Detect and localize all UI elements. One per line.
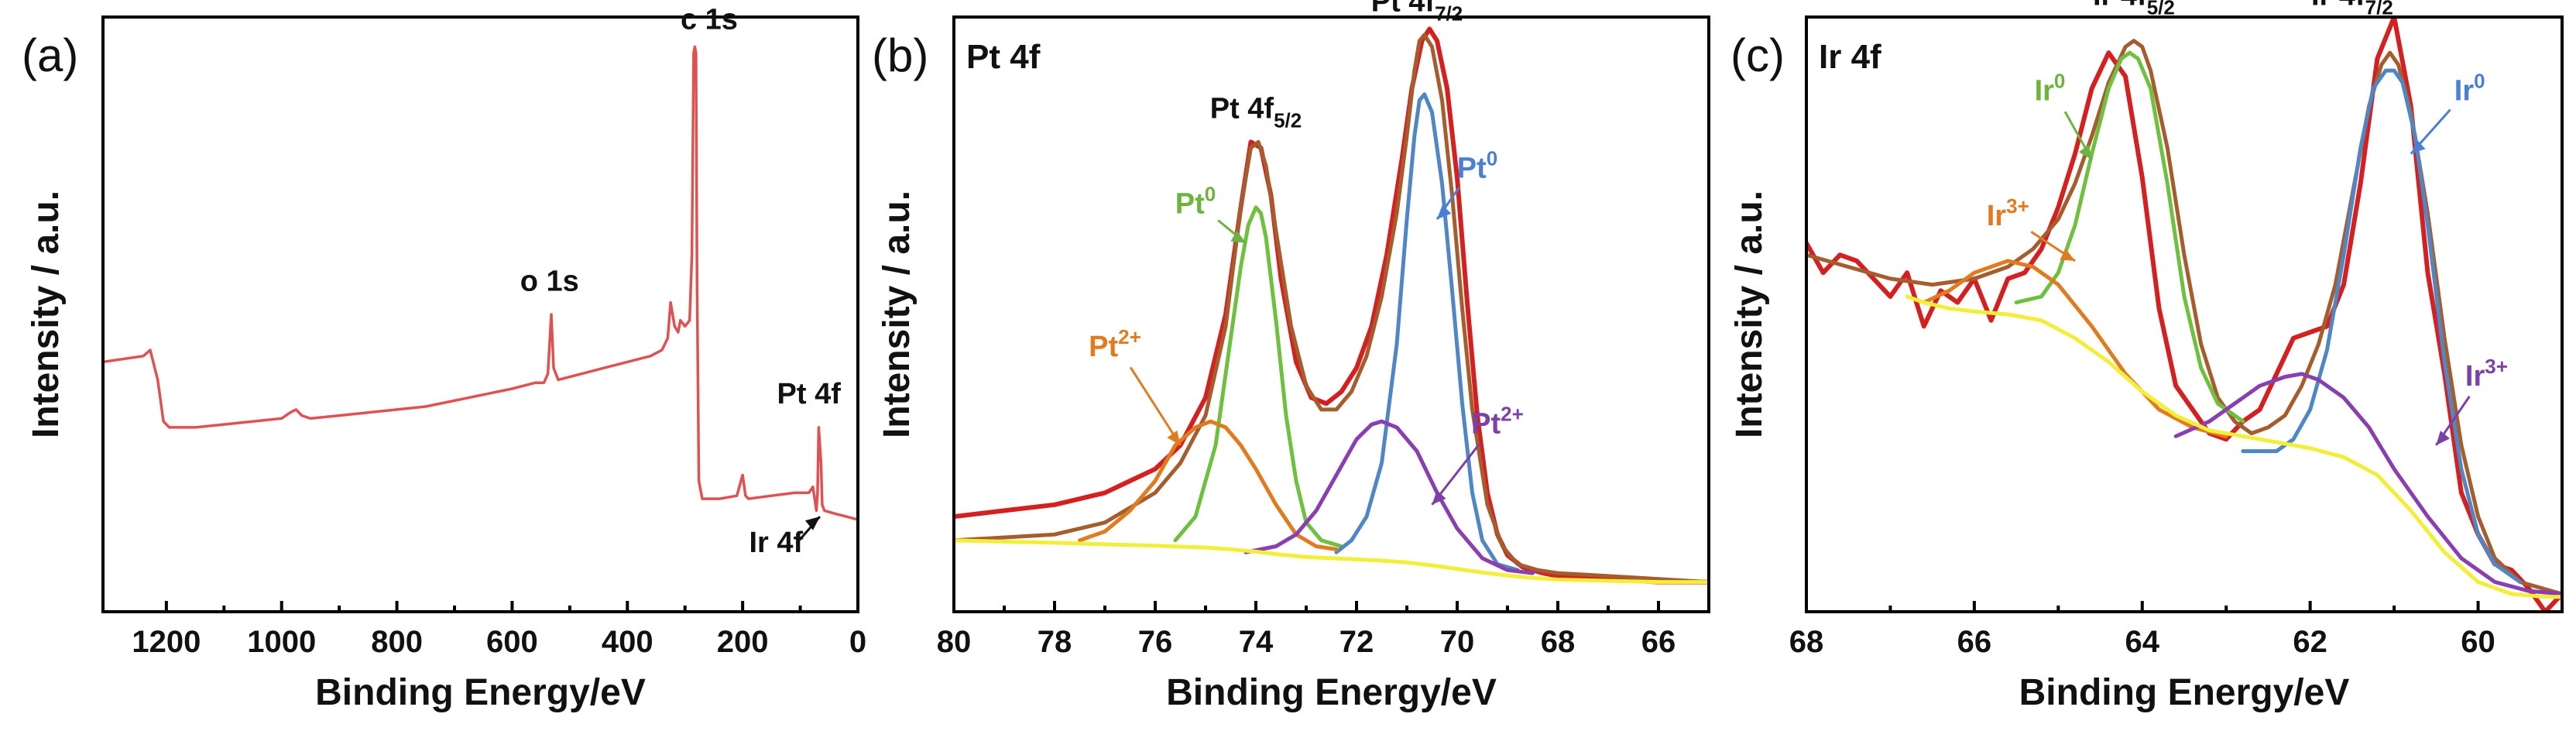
series-line-ir0-4f5-2 xyxy=(2241,68,2523,585)
panel-c: 68 66 64 62 60 Binding Energy/eV Intensity / a… xyxy=(1729,0,2564,713)
panel-title: Ir 4f xyxy=(1819,38,1881,76)
panel-title: Pt 4f xyxy=(966,38,1041,76)
series-group xyxy=(103,45,858,521)
panel-a: 1200 1000 800 600 400 200 0 Binding Energy/eV In… xyxy=(22,3,866,713)
peak-annotation: Pt2+ xyxy=(1089,325,1141,363)
x-axis-label: Binding Energy/eV xyxy=(2019,672,2350,713)
annotation-arrowhead xyxy=(2436,431,2451,445)
peak-annotation: Ir3+ xyxy=(2465,355,2508,393)
peak-annotation: Pt0 xyxy=(1457,146,1497,184)
x-tick-label: 78 xyxy=(1038,625,1072,659)
peak-annotation: Pt2+ xyxy=(1471,403,1524,441)
x-tick-label: 72 xyxy=(1339,625,1374,659)
x-tick-label: 70 xyxy=(1440,625,1475,659)
x-axis-label: Binding Energy/eV xyxy=(315,672,646,713)
series-line-ir3-4f5-2 xyxy=(2173,372,2562,596)
annotation-arrowhead xyxy=(2060,249,2075,261)
series-group xyxy=(1806,17,2562,612)
series-group xyxy=(954,26,1709,585)
y-axis-label: Intensity / a.u. xyxy=(876,190,918,438)
plot-frame xyxy=(101,15,859,613)
peak-annotation: Ir0 xyxy=(2035,70,2066,108)
x-tick-label: 74 xyxy=(1239,625,1274,659)
x-tick-label: 1200 xyxy=(132,625,201,659)
panel-b: 80 78 76 74 72 70 68 66 Binding Energy/eV Intensi… xyxy=(872,0,1710,713)
annotation-arrowhead xyxy=(2078,145,2092,160)
x-tick-label: 68 xyxy=(1789,625,1824,659)
x-tick-label: 76 xyxy=(1138,625,1173,659)
panel-label: (c) xyxy=(1730,29,1785,81)
annotation-arrowhead xyxy=(1432,490,1446,505)
plot-frame xyxy=(952,15,1710,613)
series-line-fit-envelope xyxy=(954,33,1709,585)
x-tick-label: 600 xyxy=(486,625,538,659)
x-tick-label: 400 xyxy=(602,625,653,659)
series-line-ir3-4f7-2 xyxy=(1922,259,2228,438)
x-tick-label: 64 xyxy=(2125,625,2160,659)
x-axis-label: Binding Energy/eV xyxy=(1166,672,1497,713)
y-axis-label: Intensity / a.u. xyxy=(1729,190,1770,438)
x-tick-label: 1000 xyxy=(247,625,316,659)
series-line-background xyxy=(954,538,1709,585)
annotation-arrowhead xyxy=(2410,139,2426,154)
x-tick-label: 66 xyxy=(1641,625,1676,659)
annotation-arrowhead xyxy=(1437,204,1452,220)
peak-annotation: Ir3+ xyxy=(1987,194,2029,232)
peak-annotation: o 1s xyxy=(520,265,579,297)
annotation-arrowhead xyxy=(1167,430,1181,445)
x-tick-label: 68 xyxy=(1541,625,1576,659)
peak-annotation: Ir 4f xyxy=(749,527,803,559)
peak-annotation: Ir0 xyxy=(2454,70,2485,108)
x-tick-label: 800 xyxy=(371,625,423,659)
series-line-raw xyxy=(954,26,1709,585)
annotation-arrowhead xyxy=(1230,230,1246,243)
peak-annotation: Pt 4f5/2 xyxy=(1210,93,1302,132)
panel-label: (b) xyxy=(872,29,928,81)
panel-label: (a) xyxy=(22,29,78,81)
x-tick-label: 80 xyxy=(937,625,972,659)
annotation-arrow xyxy=(1129,366,1182,446)
series-line-survey xyxy=(103,45,858,521)
peak-annotation: Pt 4f xyxy=(777,378,842,410)
series-line-pt0-4f7-2 xyxy=(1334,92,1520,572)
series-line-pt2-4f7-2 xyxy=(1243,419,1535,575)
peak-annotation: Pt0 xyxy=(1175,182,1216,220)
x-tick-label: 0 xyxy=(849,625,866,659)
x-tick-label: 60 xyxy=(2461,625,2495,659)
series-line-background xyxy=(1905,294,2562,599)
peak-annotation: Pt 4f7/2 xyxy=(1371,0,1463,25)
peak-annotation: c 1s xyxy=(681,3,738,36)
series-line-raw xyxy=(1806,17,2562,612)
series-line-pt2-4f5-2 xyxy=(1078,419,1339,551)
y-axis-label: Intensity / a.u. xyxy=(26,190,67,438)
x-tick-label: 66 xyxy=(1957,625,1992,659)
plot-frame xyxy=(1805,15,2564,613)
annotation-arrowhead xyxy=(804,516,820,530)
x-tick-label: 62 xyxy=(2293,625,2327,659)
series-line-pt0-4f5-2 xyxy=(1173,205,1343,548)
x-tick-label: 200 xyxy=(717,625,769,659)
